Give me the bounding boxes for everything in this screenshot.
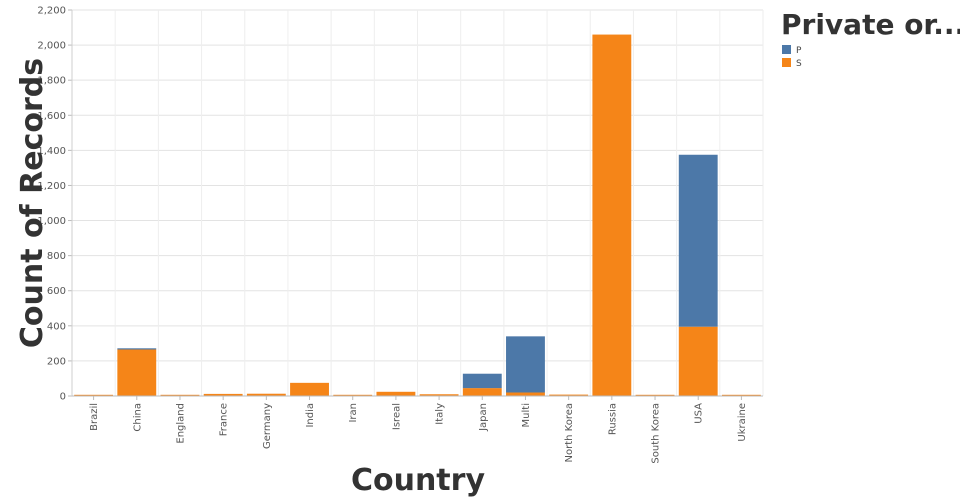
bar-south-korea-s — [635, 394, 675, 396]
bars — [74, 34, 761, 397]
x-tick-label: Iran — [348, 403, 359, 423]
y-tick-label: 2,200 — [37, 6, 66, 17]
bar-japan-s — [462, 388, 502, 396]
legend-swatch-p — [782, 45, 791, 54]
x-tick-label: North Korea — [564, 403, 575, 463]
bar-france-s — [203, 393, 243, 396]
bar-iran-s — [333, 394, 373, 396]
bar-north-korea-s — [549, 394, 589, 396]
x-tick-label: Italy — [435, 403, 446, 425]
x-tick-label: Ukraine — [737, 403, 748, 442]
bar-china-p — [117, 348, 157, 350]
legend: Private or... PS — [781, 8, 960, 69]
bar-england-s — [160, 394, 200, 396]
bar-russia-s — [592, 34, 632, 397]
y-tick-label: 1,000 — [37, 216, 66, 227]
y-tick-label: 600 — [47, 286, 66, 297]
y-tick-label: 1,600 — [37, 111, 66, 122]
legend-label-s: S — [796, 59, 802, 69]
y-tick-label: 0 — [60, 392, 66, 403]
y-tick-label: 1,800 — [37, 76, 66, 87]
x-tick-label: USA — [694, 403, 705, 424]
axes: 0 200 400 600 800 1,000 1,200 1,400 1,600 1,800 2,… — [37, 6, 763, 464]
y-tick-label: 1,200 — [37, 181, 66, 192]
x-tick-label: Russia — [607, 403, 618, 435]
y-tick-label: 1,400 — [37, 146, 66, 157]
y-tick-label: 2,000 — [37, 41, 66, 52]
bar-italy-s — [419, 394, 459, 396]
x-tick-label: Multi — [521, 403, 532, 427]
gridlines — [71, 9, 764, 397]
x-tick-label: China — [132, 403, 143, 432]
x-tick-label: England — [175, 403, 186, 444]
bar-usa-s — [678, 326, 718, 396]
bar-usa-p — [678, 154, 718, 327]
legend-label-p: P — [796, 46, 802, 56]
x-tick-label: France — [219, 403, 230, 436]
x-tick-label: India — [305, 403, 316, 428]
y-tick-label: 200 — [47, 356, 66, 367]
bar-china-s — [117, 349, 157, 396]
x-tick-label: Isreal — [391, 403, 402, 430]
y-tick-label: 800 — [47, 251, 66, 262]
bar-germany-s — [246, 393, 286, 396]
y-axis-title: Count of Records — [15, 58, 50, 348]
legend-items: PS — [782, 45, 802, 69]
bar-brazil-s — [74, 394, 114, 396]
x-tick-label: Japan — [478, 403, 489, 432]
legend-swatch-s — [782, 58, 791, 67]
y-tick-label: 400 — [47, 321, 66, 332]
bar-india-s — [290, 382, 329, 396]
legend-title: Private or... — [781, 8, 960, 41]
bar-multi-p — [506, 336, 545, 393]
bar-isreal-s — [376, 391, 416, 396]
x-tick-label: Germany — [262, 403, 273, 449]
x-tick-label: South Korea — [651, 403, 662, 464]
x-tick-label: Brazil — [89, 403, 100, 431]
bar-ukraine-s — [721, 394, 761, 396]
bar-japan-p — [462, 373, 502, 389]
x-axis-title: Country — [351, 463, 485, 498]
bar-multi-s — [506, 392, 545, 396]
